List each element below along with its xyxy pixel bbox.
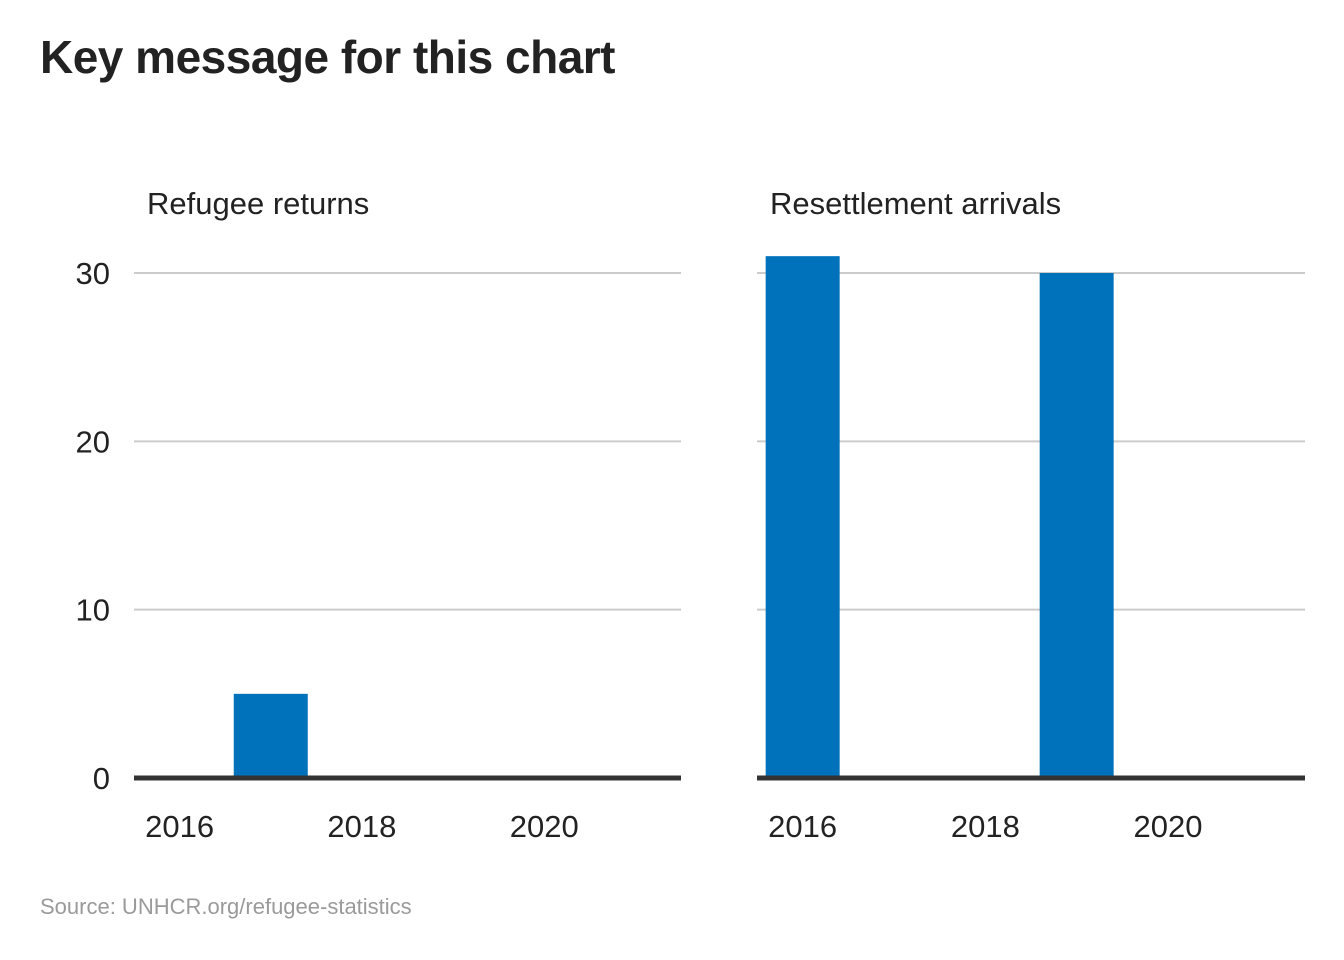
y-tick-label: 0	[93, 761, 110, 796]
bar	[233, 693, 308, 778]
x-tick-label: 2016	[145, 809, 214, 844]
page-title: Key message for this chart	[40, 31, 616, 83]
panel-title: Refugee returns	[147, 186, 369, 221]
y-tick-label: 10	[76, 593, 110, 628]
y-tick-label: 20	[76, 424, 110, 459]
bar	[1039, 273, 1114, 778]
y-tick-label: 30	[76, 256, 110, 291]
x-tick-label: 2018	[327, 809, 396, 844]
panel-title: Resettlement arrivals	[770, 186, 1061, 221]
x-tick-label: 2020	[1134, 809, 1203, 844]
bar	[765, 256, 840, 779]
x-tick-label: 2016	[768, 809, 837, 844]
x-tick-label: 2020	[510, 809, 579, 844]
x-tick-label: 2018	[951, 809, 1020, 844]
source-note: Source: UNHCR.org/refugee-statistics	[40, 894, 412, 919]
